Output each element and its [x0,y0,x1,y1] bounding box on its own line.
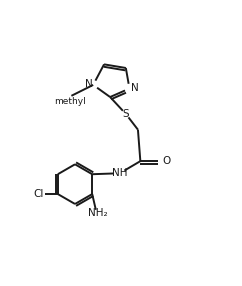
Text: N: N [85,79,93,89]
Text: S: S [122,110,129,120]
Text: N: N [131,83,139,93]
Text: O: O [163,156,171,166]
Text: methyl: methyl [54,97,86,106]
Text: Cl: Cl [34,189,44,199]
Text: NH: NH [112,168,128,178]
Text: NH₂: NH₂ [88,208,108,218]
